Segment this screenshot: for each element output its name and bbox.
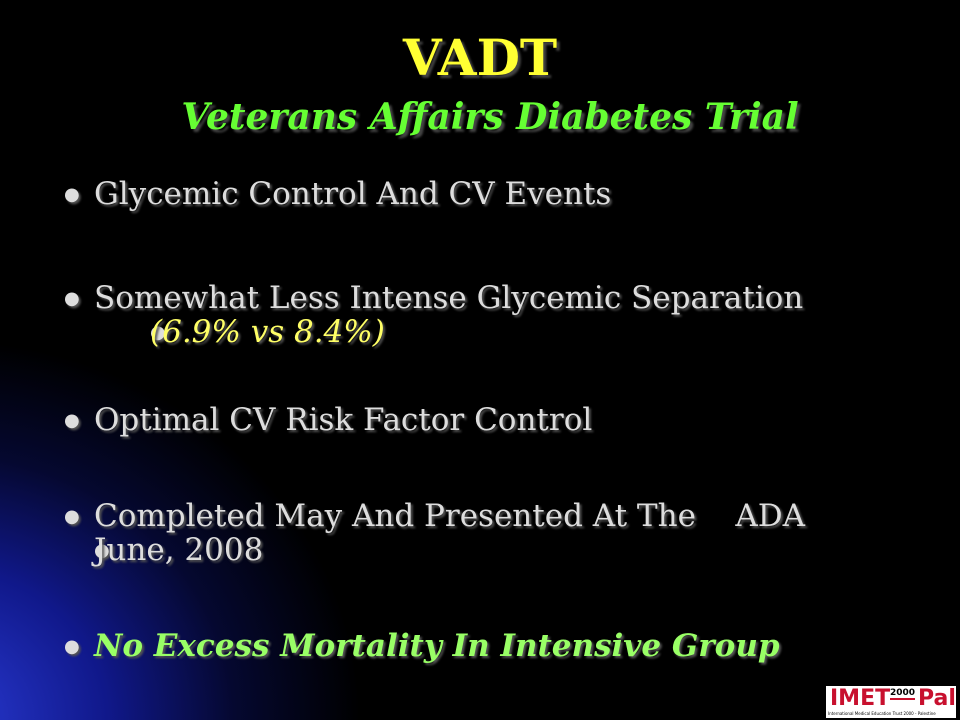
bullet-text: Glycemic Control And CV Events (94, 176, 612, 212)
detail-text: (6.9% vs 8.4%) (150, 314, 385, 350)
logo-year: 2000 (890, 688, 916, 700)
logo-pal: Pal (918, 686, 956, 711)
bullet-text: Optimal CV Risk Factor Control (94, 402, 593, 438)
title: VADT (402, 28, 558, 87)
logo: IMET 2000 Pal International Medical Educ… (826, 686, 956, 718)
line2-text: June, 2008 (94, 532, 264, 568)
bullet-text: Somewhat Less Intense Glycemic Separatio… (94, 280, 804, 316)
bullet-text: No Excess Mortality In Intensive Group (94, 628, 780, 664)
logo-imet: IMET (830, 686, 891, 711)
subtitle: Veterans Affairs Diabetes Trial (181, 96, 799, 138)
logo-caption: International Medical Education Trust 20… (828, 711, 936, 716)
bullet-text: Completed May And Presented At The ADA (94, 498, 805, 534)
